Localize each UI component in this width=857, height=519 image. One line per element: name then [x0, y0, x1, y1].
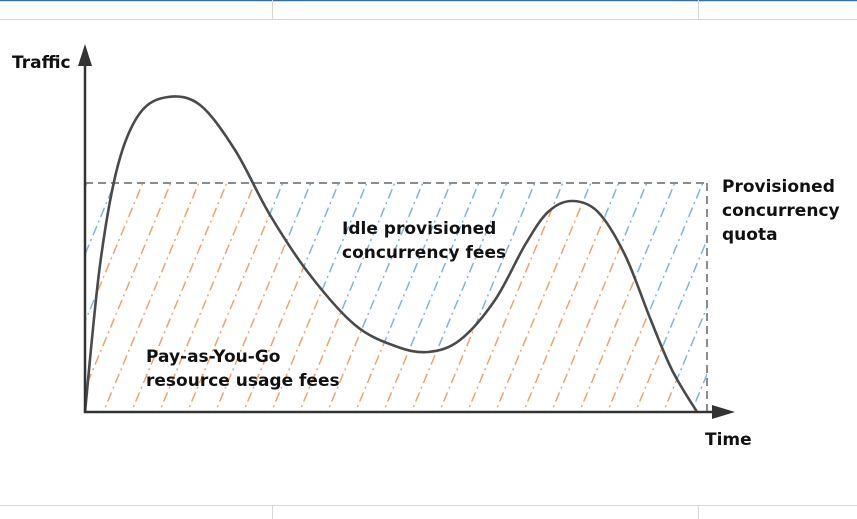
y-axis-label: Traffic	[12, 53, 71, 73]
idle-fee-label-line: concurrency fees	[342, 243, 507, 263]
hatch-line	[85, 183, 139, 412]
traffic-curve	[83, 95, 699, 413]
hatch-line	[463, 183, 615, 412]
hatch-line	[575, 183, 707, 412]
x-axis-label: Time	[705, 430, 752, 450]
hatch-line	[547, 183, 699, 412]
quota-label: Provisioned concurrency quota	[722, 175, 840, 247]
hatch-line	[85, 183, 111, 412]
hatch-line	[127, 183, 279, 412]
quota-label-line: concurrency	[722, 201, 840, 221]
hatch-line	[519, 183, 671, 412]
payg-fee-label-line: resource usage fees	[146, 371, 340, 391]
idle-fee-label-line: Idle provisioned	[342, 219, 497, 239]
x-axis-arrow	[712, 405, 735, 419]
hatch-line	[183, 183, 335, 412]
hatch-line	[85, 183, 111, 412]
hatch-line	[85, 183, 195, 412]
hatch-line	[99, 183, 251, 412]
hatch-line	[631, 183, 697, 412]
y-axis-arrow	[78, 44, 92, 66]
hatch-line	[85, 183, 223, 412]
payg-fee-label: Pay-as-You-Go resource usage fees	[146, 345, 340, 393]
hatch-line	[491, 183, 643, 412]
idle-fee-label: Idle provisioned concurrency fees	[342, 217, 506, 265]
hatch-line	[85, 183, 167, 412]
hatch-line	[659, 183, 707, 412]
hatch-line	[155, 183, 307, 412]
quota-label-line: Provisioned	[722, 177, 835, 197]
hatch-line	[85, 183, 139, 412]
quota-label-line: quota	[722, 225, 778, 245]
payg-fee-label-line: Pay-as-You-Go	[146, 347, 281, 367]
